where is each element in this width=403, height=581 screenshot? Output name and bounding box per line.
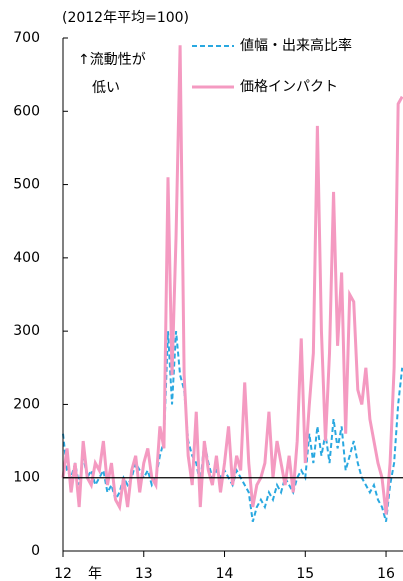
series-line [61, 45, 403, 515]
x-unit: 年 [88, 566, 102, 581]
x-tick-label: 15 [296, 566, 314, 581]
y-tick-label: 500 [13, 177, 40, 193]
legend-label: 値幅・出来高比率 [240, 37, 352, 54]
y-tick-label: 600 [13, 103, 40, 119]
x-tick-label: 12 [54, 566, 72, 581]
x-tick-label: 13 [135, 566, 153, 581]
y-tick-label: 400 [13, 250, 40, 266]
legend-label: 価格インパクト [240, 79, 338, 95]
annotation: ↑流動性が [78, 52, 146, 68]
x-tick-label: 16 [377, 566, 395, 581]
legend-bg [188, 76, 400, 98]
y-tick-label: 200 [13, 396, 40, 412]
y-tick-label: 300 [13, 323, 40, 339]
legend-bg [188, 35, 400, 57]
chart-subtitle: (2012年平均=100) [62, 10, 189, 26]
x-tick-label: 14 [216, 566, 234, 581]
y-tick-label: 700 [13, 30, 40, 46]
y-tick-label: 100 [13, 470, 40, 486]
annotation: 低い [92, 80, 120, 96]
y-tick-label: 0 [31, 543, 40, 559]
